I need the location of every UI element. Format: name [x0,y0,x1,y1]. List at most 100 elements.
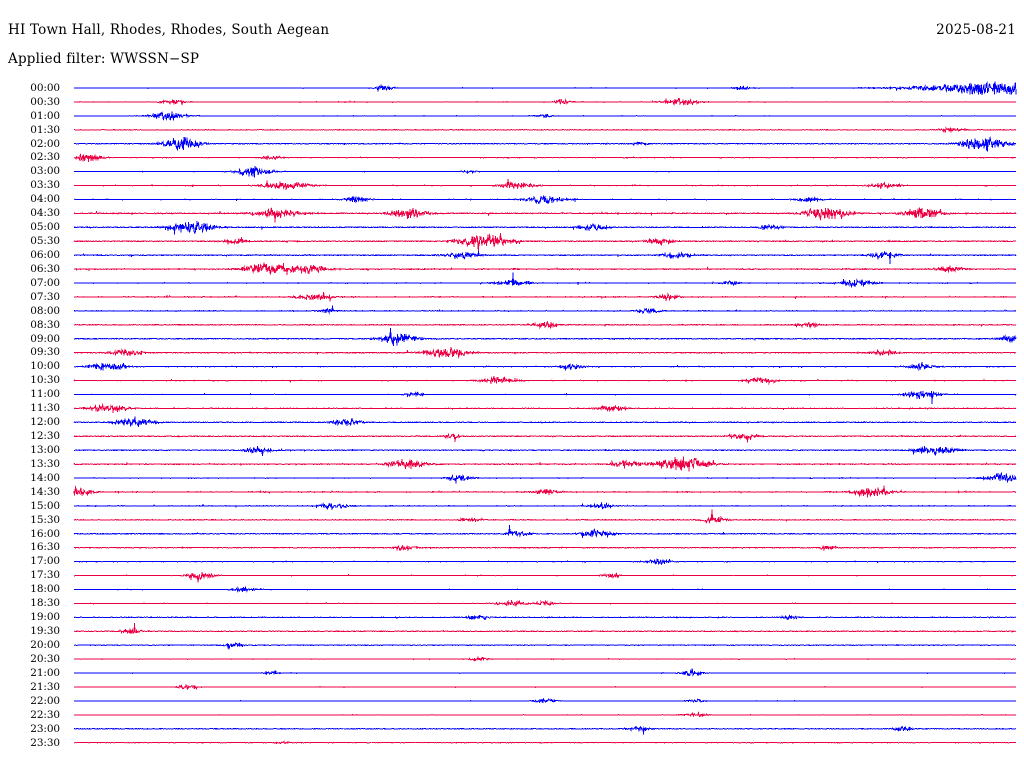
time-label: 16:30 [30,541,60,554]
trace-row [73,291,1017,302]
time-label: 13:00 [30,443,60,456]
time-label: 12:30 [30,430,60,443]
trace-row [73,178,1017,191]
trace-row [73,485,1017,498]
time-label: 22:30 [30,708,60,721]
time-label: 04:00 [30,193,60,206]
time-label: 09:00 [30,332,60,345]
helicorder-plot: HNZ − 35000 00:0000:3001:0001:3002:0002:… [0,78,1024,780]
time-label: 06:00 [30,248,60,261]
trace-row [73,232,1017,252]
trace-row [73,472,1017,484]
trace-row [73,641,1017,650]
time-label: 10:30 [30,374,60,387]
time-label: 02:30 [30,151,60,164]
time-label: 23:30 [30,736,60,749]
time-label: 02:00 [30,137,60,150]
trace-row [73,683,1017,691]
time-label: 07:00 [30,276,60,289]
trace-row [73,272,1017,288]
time-label: 03:30 [30,179,60,192]
trace-row [74,136,1017,152]
trace-row [73,509,1017,525]
header: HI Town Hall, Rhodes, Rhodes, South Aege… [0,0,1024,78]
time-label: 23:00 [30,722,60,735]
trace-row [73,207,1017,223]
trace-row [73,725,1017,735]
time-label: 13:30 [30,457,60,470]
trace-row [73,347,1017,359]
trace-row [73,668,1017,677]
trace-row [73,375,1017,385]
trace-row [73,544,1017,552]
time-label: 19:00 [30,611,60,624]
time-label: 20:30 [30,652,60,665]
time-label: 12:00 [30,416,60,429]
time-label: 17:00 [30,555,60,568]
page-title: HI Town Hall, Rhodes, Rhodes, South Aege… [8,22,330,38]
trace-row [73,81,1017,95]
time-label: 20:00 [30,639,60,651]
time-label: 11:00 [30,388,60,401]
trace-row [73,711,1017,718]
time-label: 15:00 [30,499,60,512]
trace-row [73,586,1017,593]
time-label: 01:00 [30,109,60,122]
time-label: 04:30 [30,207,60,220]
trace-area [0,78,1024,780]
trace-row [73,305,1017,315]
trace-row [73,195,1017,205]
trace-row [73,524,1017,539]
time-label: 09:30 [30,346,60,359]
time-label: 18:00 [30,583,60,596]
trace-row [73,599,1017,607]
time-label: 11:30 [30,402,60,415]
applied-filter-label: Applied filter: WWSSN−SP [8,51,200,67]
time-label: 06:30 [30,262,60,275]
time-label: 22:00 [30,694,60,707]
time-label: 18:30 [30,597,60,610]
trace-row [73,614,1017,621]
date-label: 2025-08-21 [936,22,1016,38]
trace-row [73,328,1017,346]
time-label: 14:30 [30,485,60,498]
trace-row [73,220,1017,235]
trace-row [73,126,1017,134]
time-label: 08:30 [30,318,60,331]
time-label: 05:00 [30,221,60,234]
time-label: 00:30 [30,95,60,108]
time-label: 05:30 [30,235,60,248]
trace-row [73,432,1017,443]
trace-row [73,456,1017,472]
trace-row [74,262,1017,275]
trace-row [73,622,1017,635]
time-label: 03:00 [30,165,60,178]
time-label: 21:00 [30,666,60,679]
time-label: 14:00 [30,471,60,484]
time-label: 01:30 [30,123,60,136]
seismogram-traces [73,81,1017,745]
time-label: 07:30 [30,290,60,303]
trace-row [73,416,1017,427]
trace-row [73,740,1017,745]
time-label: 21:30 [30,680,60,693]
trace-row [73,361,1017,371]
trace-row [74,250,1017,264]
trace-row [73,403,1017,413]
trace-row [73,153,1017,162]
trace-row [73,697,1017,704]
trace-row [73,501,1017,511]
time-label: 10:00 [30,360,60,373]
trace-row [73,571,1017,583]
time-label: 08:00 [30,304,60,317]
trace-row [73,320,1017,330]
time-label: 17:30 [30,569,60,582]
time-label: 15:30 [30,513,60,526]
trace-row [73,166,1017,178]
trace-row [73,655,1017,662]
trace-row [73,391,1017,404]
time-axis: 00:00 00:30 01:00 01:30 02:00 02:30 03:00 03:30… [0,78,64,780]
trace-row [73,97,1017,107]
time-label: 00:00 [30,81,60,94]
time-label: 19:30 [30,625,60,638]
